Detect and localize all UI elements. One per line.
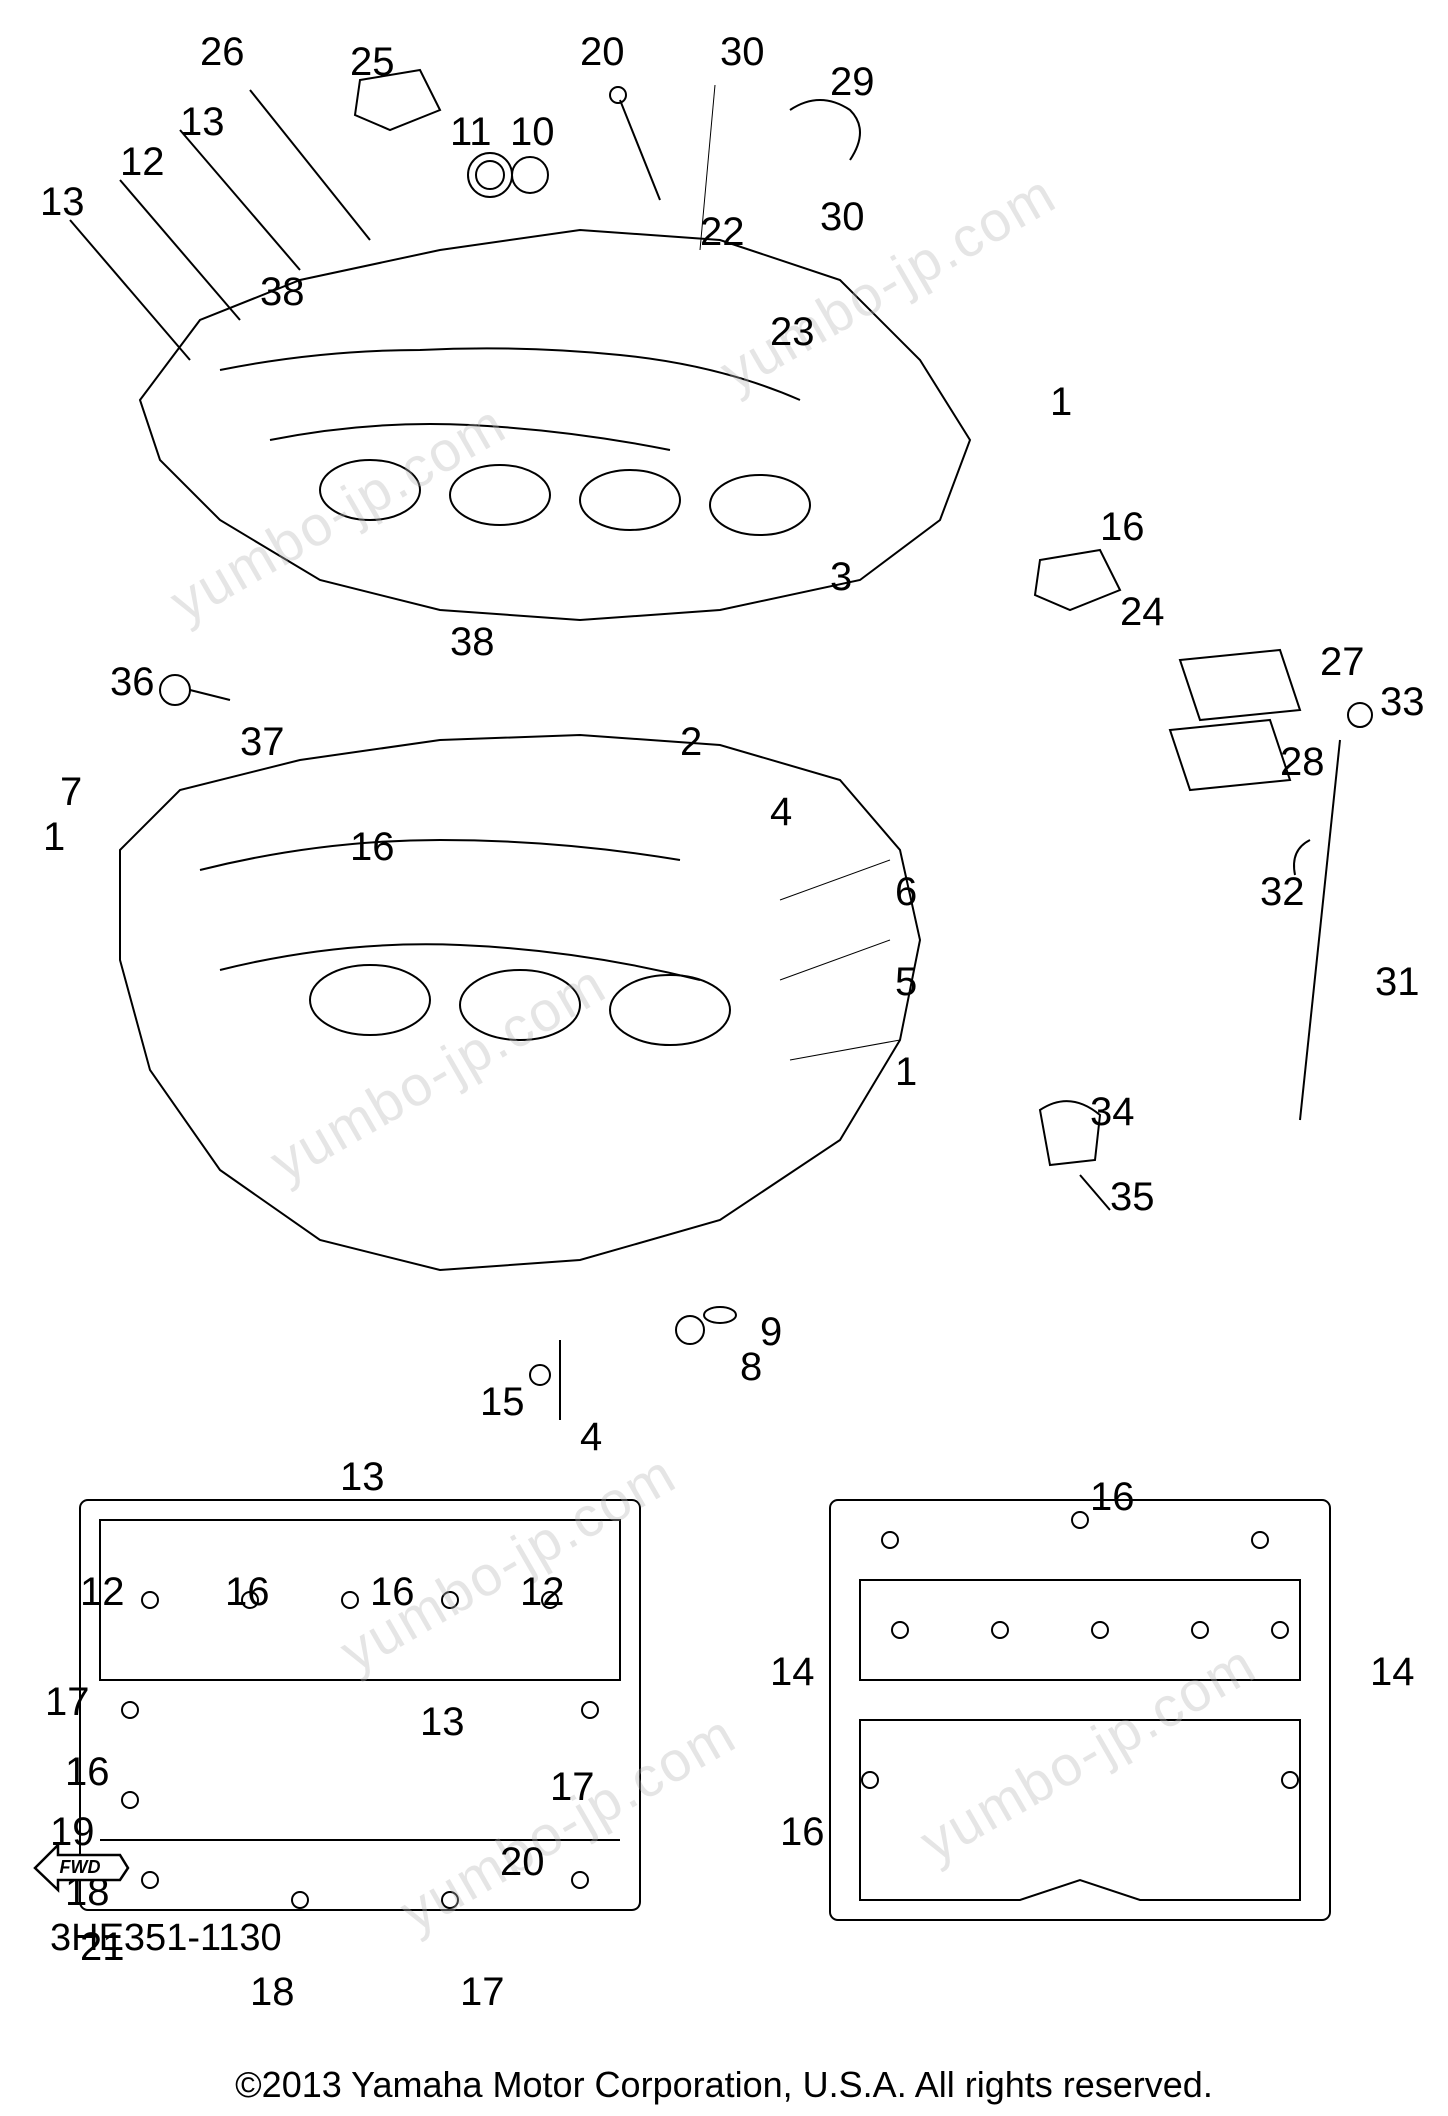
crankcase-bottomview-drawing (800, 1460, 1360, 1980)
fwd-direction-badge: FWD (30, 1840, 130, 1890)
page-container: yumbo-jp.comyumbo-jp.comyumbo-jp.comyumb… (0, 0, 1448, 2116)
callout-14: 14 (1370, 1650, 1415, 1695)
fwd-label: FWD (60, 1857, 101, 1877)
callout-4: 4 (580, 1415, 602, 1460)
drawing-code: 3HE351-1130 (50, 1917, 282, 1960)
crankcase-topview-drawing (50, 1460, 690, 1980)
crankcase-upper-drawing (20, 20, 1420, 1420)
copyright-text: ©2013 Yamaha Motor Corporation, U.S.A. A… (0, 2054, 1448, 2116)
parts-diagram: yumbo-jp.comyumbo-jp.comyumbo-jp.comyumb… (0, 0, 1448, 2060)
